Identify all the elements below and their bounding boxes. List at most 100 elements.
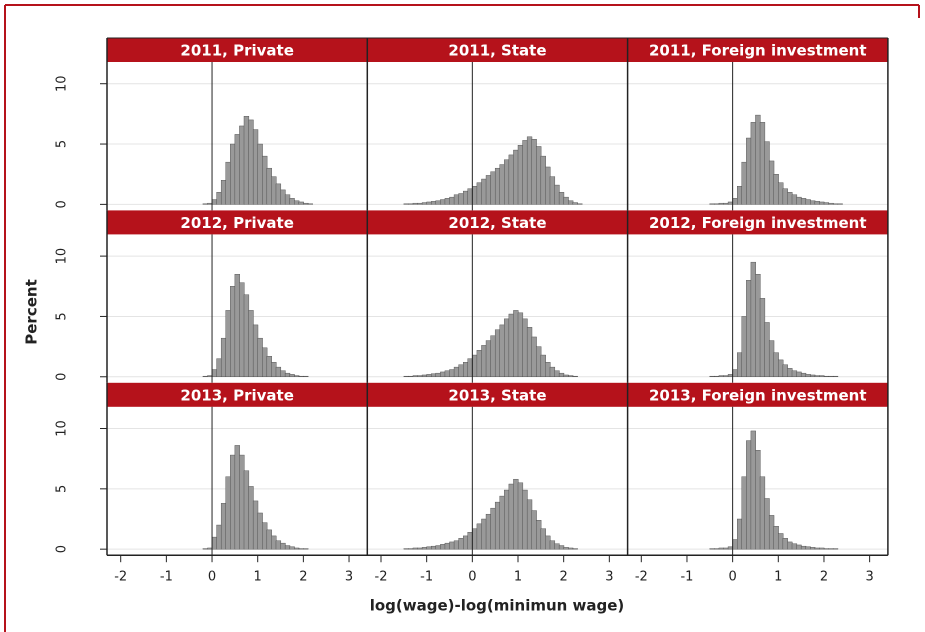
histogram-bar: [764, 498, 770, 550]
histogram-bar: [549, 176, 556, 205]
histogram-bar: [216, 192, 222, 205]
histogram-bar: [823, 375, 830, 377]
histogram-bar: [531, 336, 537, 377]
histogram-bar: [554, 184, 560, 205]
histogram-bar: [444, 198, 450, 205]
y-tick-label: 10: [55, 75, 70, 92]
histogram-bar: [513, 478, 519, 550]
histogram-bar: [723, 375, 729, 377]
histogram-bar: [412, 202, 419, 205]
histogram-bar: [257, 512, 263, 550]
histogram-bar: [248, 486, 254, 550]
histogram-bar: [787, 368, 793, 377]
histogram-bar: [303, 202, 309, 205]
histogram-bar: [458, 364, 464, 377]
histogram-bar: [298, 375, 304, 377]
histogram-bar: [787, 541, 793, 550]
histogram-bar: [828, 375, 834, 377]
histogram-bar: [449, 196, 455, 205]
histogram-bar: [230, 143, 236, 205]
histogram-bar: [568, 200, 574, 205]
histogram-bar: [746, 280, 752, 377]
histogram-bar: [440, 544, 446, 550]
histogram-bar: [271, 176, 277, 205]
histogram-bar: [230, 454, 236, 550]
histogram-bar: [494, 167, 501, 205]
histogram-bar: [508, 313, 514, 377]
histogram-bar: [814, 201, 820, 205]
y-tick-label: 0: [55, 200, 70, 208]
histogram-bar: [243, 116, 250, 205]
histogram-bar: [764, 322, 770, 377]
x-tick-label: 2: [820, 570, 828, 585]
y-tick-label: 10: [55, 420, 70, 437]
histogram-bar: [755, 450, 761, 550]
histogram-bar: [819, 201, 825, 205]
histogram-bar: [211, 199, 218, 205]
histogram-bar: [426, 374, 432, 377]
histogram-bar: [554, 543, 560, 550]
histogram-bar: [778, 182, 784, 205]
panel-strip: [107, 382, 368, 407]
histogram-bar: [504, 318, 510, 377]
histogram-bar: [243, 294, 250, 377]
histogram-bar: [791, 543, 798, 550]
histogram-bar: [755, 114, 761, 205]
histogram-bar: [522, 140, 528, 205]
histogram-bar: [225, 476, 231, 550]
histogram-bar: [568, 375, 574, 377]
histogram-bar: [403, 203, 409, 205]
histogram-bar: [508, 154, 514, 205]
panel-title: 2011, Private: [180, 42, 293, 60]
histogram-bar: [403, 375, 409, 377]
histogram-bar: [787, 192, 793, 205]
histogram-bar: [746, 440, 752, 550]
x-tick-label: 1: [254, 570, 262, 585]
histogram-bar: [453, 540, 460, 550]
panel-title: 2012, State: [448, 214, 546, 232]
histogram-bar: [819, 375, 825, 377]
histogram-bar: [234, 134, 240, 205]
panel-title: 2013, State: [448, 386, 546, 404]
histogram-bar: [234, 445, 240, 550]
histogram-bar: [444, 542, 450, 550]
x-tick-label: 3: [865, 570, 873, 585]
histogram-bar: [810, 200, 816, 205]
histogram-bar: [280, 542, 286, 550]
histogram-bar: [563, 547, 569, 550]
histogram-bar: [549, 540, 556, 550]
panel-strip: [107, 210, 368, 235]
histogram-bar: [248, 119, 254, 205]
x-axis-title: log(wage)-log(minimun wage): [370, 597, 625, 615]
histogram-bar: [421, 547, 428, 550]
x-tick-label: 0: [468, 570, 476, 585]
histogram-bar: [563, 374, 569, 377]
histogram-bar: [225, 161, 231, 205]
histogram-bar: [773, 526, 779, 550]
histogram-bar: [723, 547, 729, 550]
histogram-bar: [572, 202, 578, 205]
histogram-bar: [778, 359, 784, 377]
panel-strip: [107, 38, 368, 62]
histogram-bar: [216, 358, 222, 377]
histogram-bar: [800, 198, 807, 205]
histogram-bar: [558, 372, 565, 377]
histogram-bar: [220, 180, 227, 205]
histogram-bar: [768, 515, 775, 550]
histogram-bar: [234, 274, 240, 377]
histogram-bar: [732, 369, 738, 377]
histogram-bar: [499, 495, 505, 550]
histogram-bar: [737, 518, 743, 550]
histogram-bar: [517, 482, 524, 550]
histogram-bar: [239, 282, 245, 377]
histogram-bar: [303, 548, 309, 550]
histogram-bar: [782, 188, 788, 205]
histogram-bar: [732, 198, 738, 205]
histogram-bar: [463, 362, 469, 377]
histogram-bar: [289, 374, 295, 377]
histogram-bar: [431, 201, 437, 205]
histogram-bar: [262, 155, 268, 205]
histogram-bar: [248, 310, 254, 377]
y-tick-label: 0: [55, 373, 70, 381]
